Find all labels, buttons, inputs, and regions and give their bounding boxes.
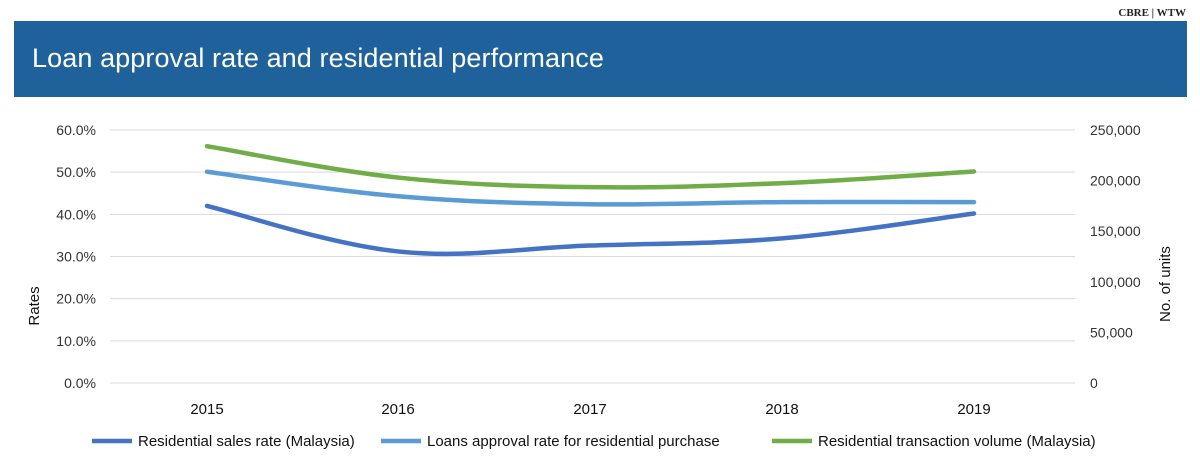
- left-tick-label: 40.0%: [56, 206, 96, 222]
- left-tick-label: 0.0%: [64, 375, 96, 391]
- left-tick-label: 50.0%: [56, 164, 96, 180]
- loan-approval-rate-line: [204, 169, 977, 207]
- x-tick-label: 2019: [957, 401, 990, 418]
- left-tick-label: 10.0%: [56, 333, 96, 349]
- left-tick-label: 20.0%: [56, 291, 96, 307]
- chart-title: Loan approval rate and residential perfo…: [32, 43, 604, 73]
- left-axis-ticks: 0.0% 10.0% 20.0% 30.0% 40.0% 50.0% 60.0%: [56, 122, 96, 391]
- series-lines: [204, 143, 977, 257]
- legend-label-sales-rate: Residential sales rate (Malaysia): [138, 433, 355, 450]
- right-tick-label: 200,000: [1090, 173, 1141, 189]
- right-tick-label: 150,000: [1090, 223, 1141, 239]
- transaction-volume-line: [204, 143, 977, 190]
- x-tick-label: 2018: [765, 401, 798, 418]
- legend-label-loan-rate: Loans approval rate for residential purc…: [427, 433, 720, 450]
- x-axis-ticks: 2015 2016 2017 2018 2019: [190, 401, 990, 418]
- title-banner: Loan approval rate and residential perfo…: [14, 21, 1187, 97]
- x-tick-label: 2016: [381, 401, 414, 418]
- right-tick-label: 250,000: [1090, 122, 1141, 138]
- legend-label-transaction-volume: Residential transaction volume (Malaysia…: [818, 433, 1096, 450]
- left-tick-label: 60.0%: [56, 122, 96, 138]
- right-tick-label: 0: [1090, 375, 1098, 391]
- left-axis-title: Rates: [26, 286, 43, 325]
- right-tick-label: 50,000: [1090, 324, 1133, 340]
- right-axis-ticks: 0 50,000 100,000 150,000 200,000 250,000: [1090, 122, 1141, 391]
- x-tick-label: 2017: [573, 401, 606, 418]
- left-tick-label: 30.0%: [56, 249, 96, 265]
- x-tick-label: 2015: [190, 401, 223, 418]
- legend: Residential sales rate (Malaysia) Loans a…: [92, 433, 1096, 450]
- source-credit: CBRE | WTW: [1118, 7, 1186, 19]
- gridlines: [110, 129, 1075, 384]
- right-tick-label: 100,000: [1090, 274, 1141, 290]
- right-axis-title: No. of units: [1157, 246, 1174, 322]
- residential-sales-rate-line: [204, 203, 977, 257]
